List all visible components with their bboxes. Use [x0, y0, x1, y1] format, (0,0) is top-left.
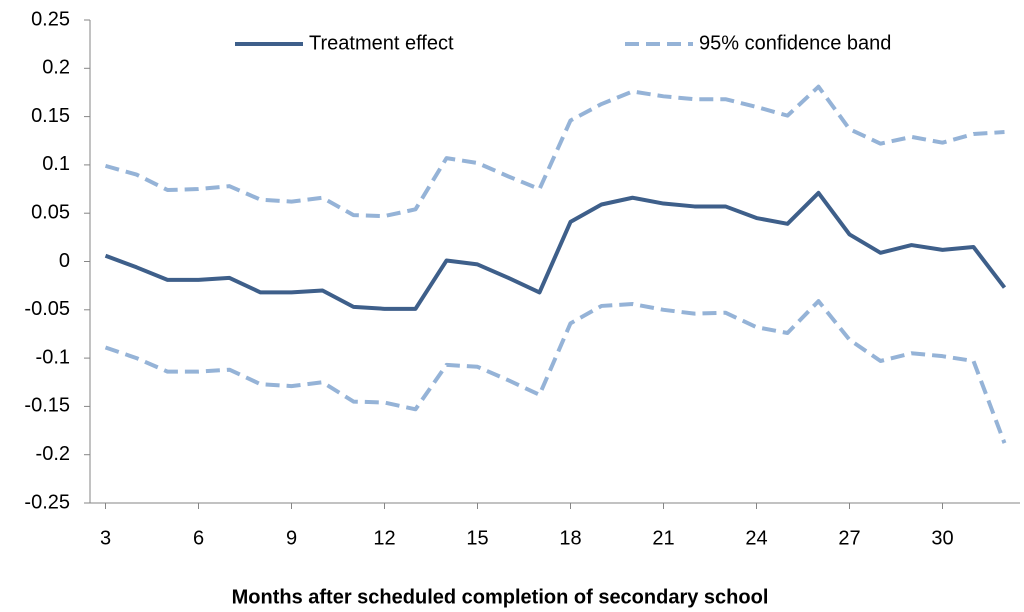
- x-tick-label: 24: [745, 527, 767, 549]
- line: [104, 190, 1007, 311]
- x-tick-label: 21: [652, 527, 674, 549]
- y-tick-label: 0: [59, 250, 70, 272]
- x-tick-label: 9: [286, 527, 297, 549]
- y-tick-label: 0.2: [42, 57, 70, 79]
- band-upper: [104, 84, 1005, 219]
- x-axis-label: Months after scheduled completion of sec…: [232, 586, 769, 608]
- band-lower: [104, 299, 1007, 444]
- x-tick-label: 15: [466, 527, 488, 549]
- x-tick-label: 30: [931, 527, 953, 549]
- legend-label: Treatment effect: [309, 32, 454, 54]
- x-tick-label: 27: [838, 527, 860, 549]
- y-tick-label: -0.15: [24, 395, 70, 417]
- y-tick-label: -0.2: [36, 443, 70, 465]
- legend-label: 95% confidence band: [699, 32, 891, 54]
- y-tick-label: -0.25: [24, 491, 70, 513]
- y-tick-label: 0.1: [42, 153, 70, 175]
- y-tick-label: 0.15: [31, 105, 70, 127]
- x-tick-label: 3: [100, 527, 111, 549]
- y-tick-label: -0.05: [24, 298, 70, 320]
- y-tick-label: 0.25: [31, 8, 70, 30]
- y-tick-label: 0.05: [31, 201, 70, 223]
- x-tick-label: 12: [373, 527, 395, 549]
- x-tick-label: 18: [559, 527, 581, 549]
- y-tick-label: -0.1: [36, 346, 70, 368]
- x-tick-label: 6: [193, 527, 204, 549]
